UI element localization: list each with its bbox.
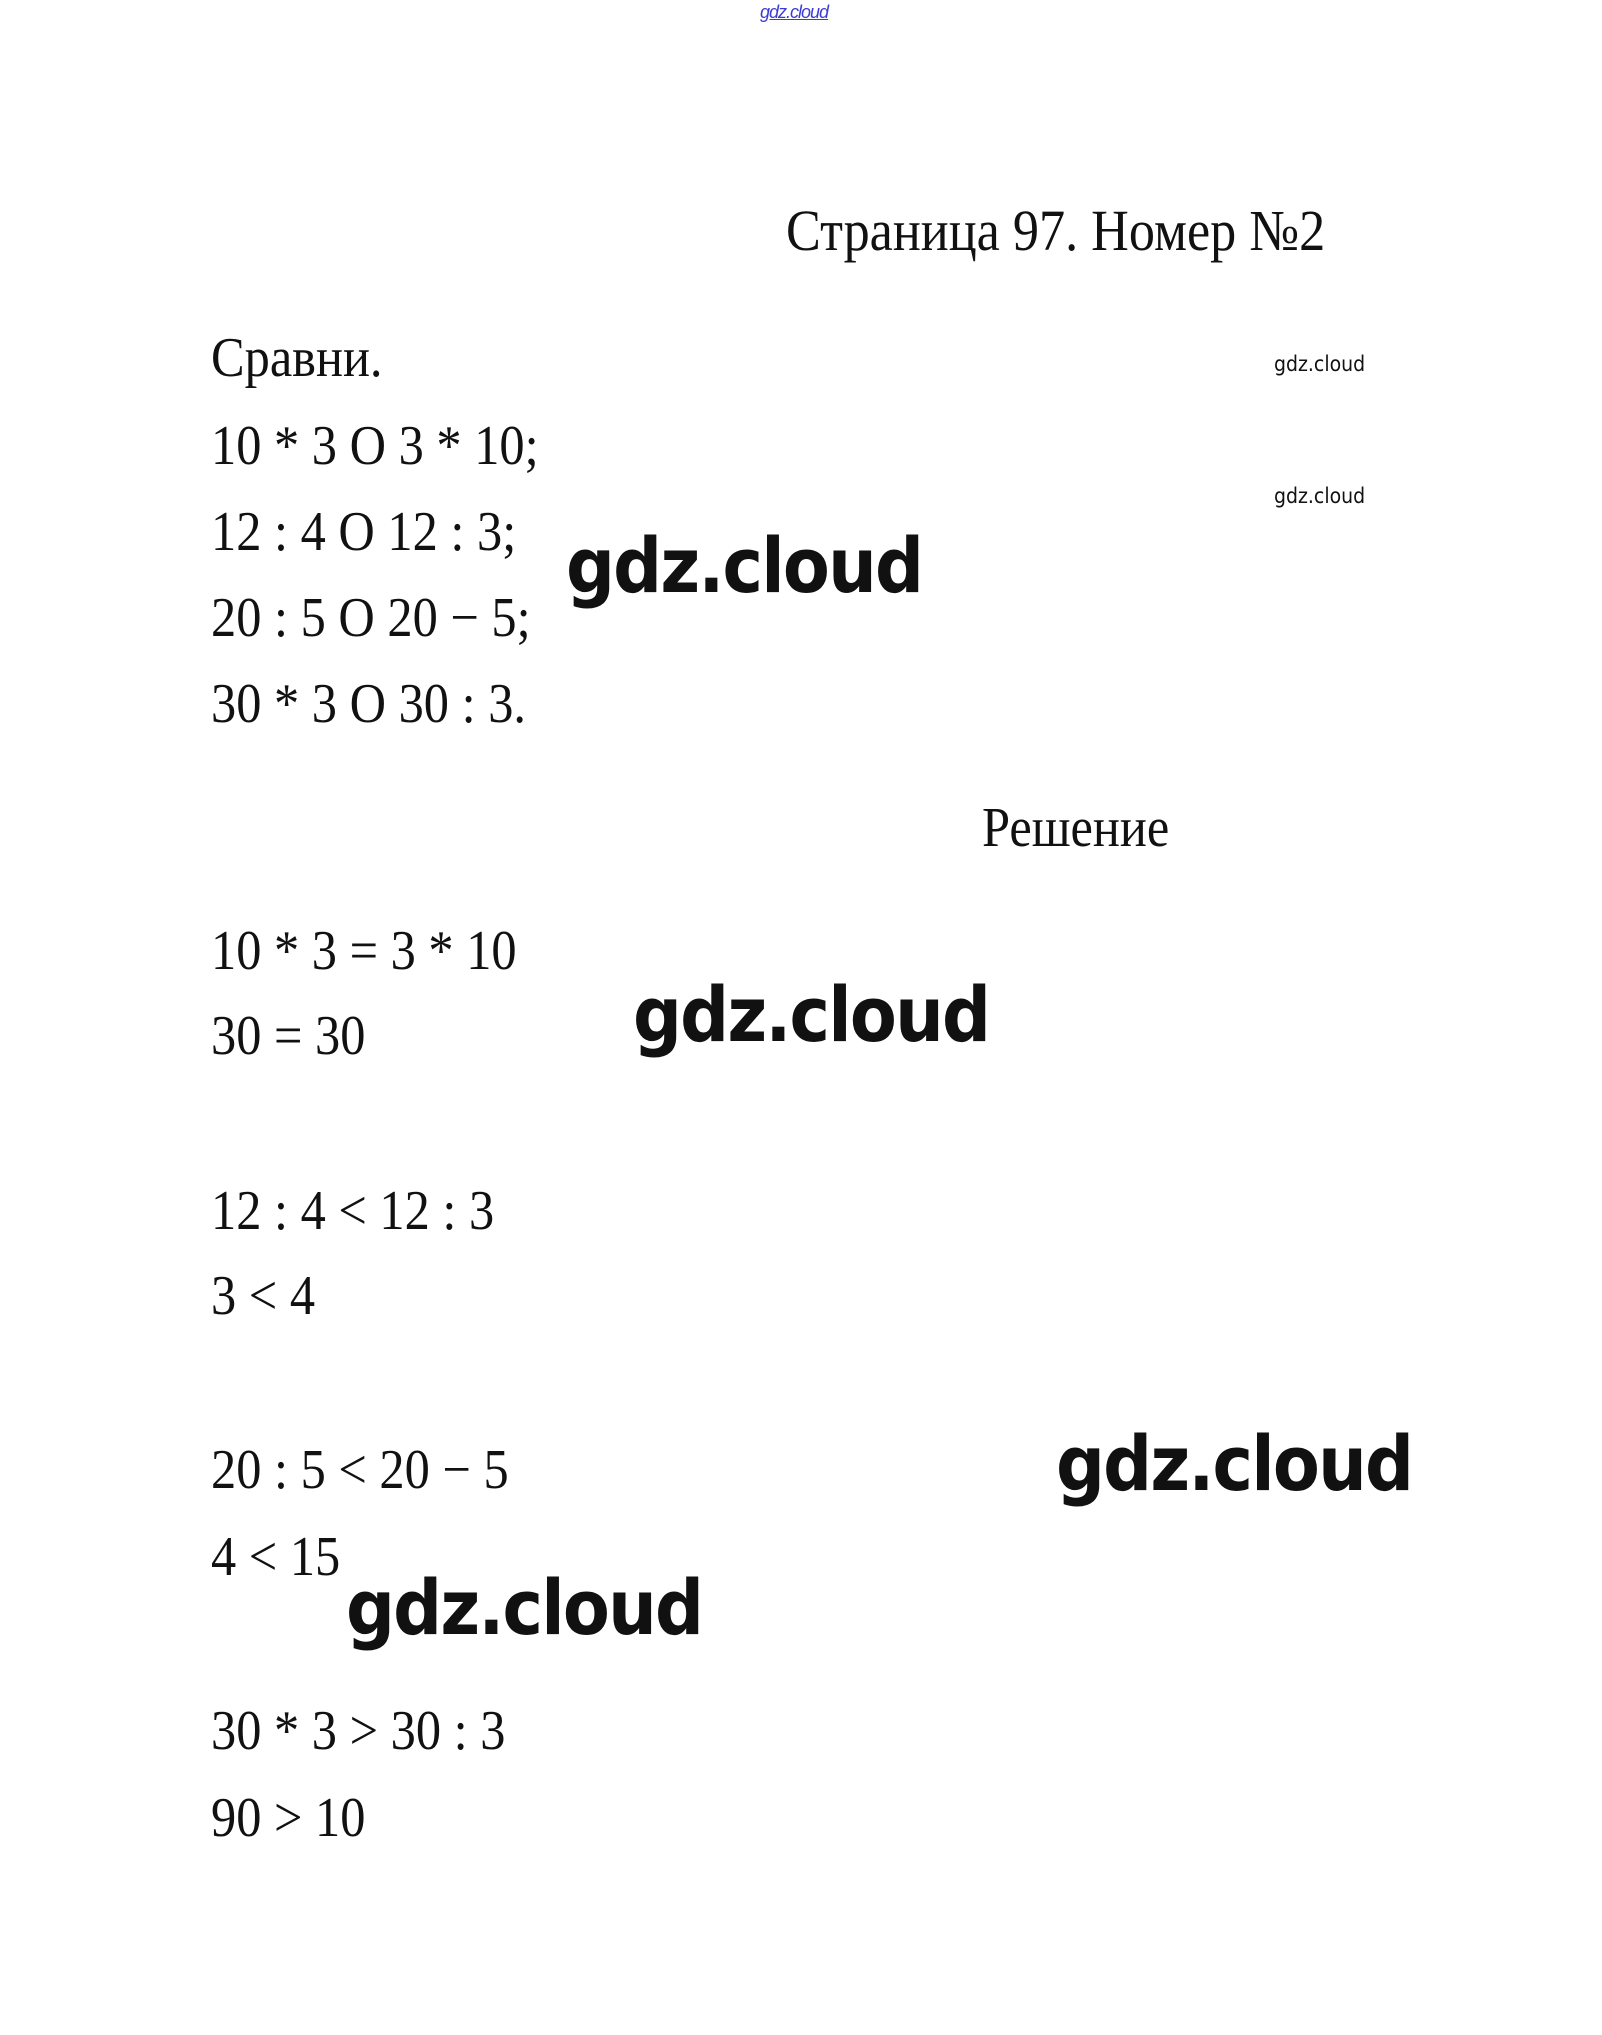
task-line: 12 : 4 O 12 : 3; <box>211 501 517 563</box>
watermark-large: gdz.cloud <box>566 521 924 610</box>
solution-line: 3 < 4 <box>211 1265 316 1327</box>
watermark-large: gdz.cloud <box>346 1563 704 1652</box>
top-watermark-link[interactable]: gdz.cloud <box>760 2 829 22</box>
solution-heading: Решение <box>982 797 1170 859</box>
solution-line: 20 : 5 < 20 − 5 <box>211 1439 509 1501</box>
task-line: 10 * 3 O 3 * 10; <box>211 415 539 477</box>
solution-line: 10 * 3 = 3 * 10 <box>211 920 517 982</box>
task-line: 30 * 3 O 30 : 3. <box>211 673 526 735</box>
watermark-large: gdz.cloud <box>633 970 991 1059</box>
task-line: 20 : 5 O 20 − 5; <box>211 587 531 649</box>
solution-line: 30 = 30 <box>211 1005 366 1067</box>
watermark-small: gdz.cloud <box>1274 352 1366 376</box>
solution-line: 12 : 4 < 12 : 3 <box>211 1180 495 1242</box>
solution-line: 90 > 10 <box>211 1787 366 1849</box>
solution-line: 30 * 3 > 30 : 3 <box>211 1700 506 1762</box>
watermark-small: gdz.cloud <box>1274 484 1366 508</box>
task-heading: Сравни. <box>211 327 383 389</box>
page-title: Страница 97. Номер №2 <box>786 198 1326 263</box>
solution-line: 4 < 15 <box>211 1526 341 1588</box>
watermark-large: gdz.cloud <box>1056 1419 1414 1508</box>
